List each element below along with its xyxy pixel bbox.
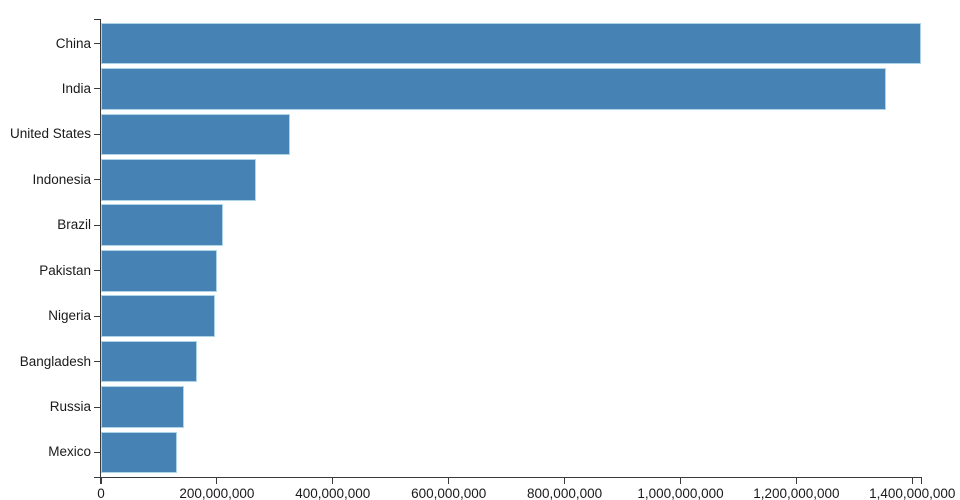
y-tick-label: Russia xyxy=(49,399,91,415)
x-tick-mark xyxy=(216,477,218,484)
bar xyxy=(101,431,177,474)
y-tick-label: Bangladesh xyxy=(19,353,91,369)
x-tick-label: 800,000,000 xyxy=(527,486,603,500)
y-tick-label: United States xyxy=(9,126,91,142)
x-tick-mark xyxy=(100,477,102,484)
y-tick-mark xyxy=(94,133,100,135)
y-tick-mark xyxy=(94,451,100,453)
x-tick-label: 200,000,000 xyxy=(179,486,255,500)
bar xyxy=(101,295,215,338)
y-tick-label: Nigeria xyxy=(48,308,91,324)
y-tick-label: Indonesia xyxy=(32,171,91,187)
bar xyxy=(101,386,184,428)
y-tick-label: Mexico xyxy=(48,444,91,460)
bar xyxy=(101,22,921,65)
y-axis-bottom-outer-tick xyxy=(94,477,101,478)
bar xyxy=(101,158,256,201)
x-tick-label: 1,000,000,000 xyxy=(637,486,724,500)
x-tick-mark xyxy=(332,477,334,484)
x-axis-domain-line xyxy=(100,477,922,478)
bar xyxy=(101,249,217,292)
y-tick-mark xyxy=(94,315,100,317)
x-tick-label: 400,000,000 xyxy=(295,486,371,500)
y-tick-mark xyxy=(94,270,100,272)
y-tick-label: Pakistan xyxy=(39,262,91,278)
x-tick-mark xyxy=(795,477,797,484)
x-tick-mark xyxy=(564,477,566,484)
y-tick-mark xyxy=(94,88,100,90)
x-tick-label: 1,200,000,000 xyxy=(753,486,840,500)
x-tick-mark xyxy=(911,477,913,484)
y-tick-label: Brazil xyxy=(57,217,91,233)
bar xyxy=(101,340,197,383)
x-tick-label: 0 xyxy=(97,486,105,500)
y-tick-mark xyxy=(94,43,100,45)
x-tick-mark xyxy=(679,477,681,484)
bar xyxy=(101,68,886,110)
y-tick-mark xyxy=(94,406,100,408)
x-tick-label: 1,400,000,000 xyxy=(869,486,956,500)
y-tick-label: China xyxy=(55,35,91,51)
y-axis-top-outer-tick xyxy=(94,19,101,20)
y-tick-label: India xyxy=(61,80,91,96)
y-tick-mark xyxy=(94,361,100,363)
y-tick-mark xyxy=(94,224,100,226)
y-axis-domain-line xyxy=(100,19,101,477)
x-tick-mark xyxy=(448,477,450,484)
x-axis-right-outer-tick xyxy=(921,477,922,484)
x-tick-label: 600,000,000 xyxy=(411,486,487,500)
bar xyxy=(101,113,290,156)
bar xyxy=(101,204,223,247)
y-tick-mark xyxy=(94,179,100,181)
